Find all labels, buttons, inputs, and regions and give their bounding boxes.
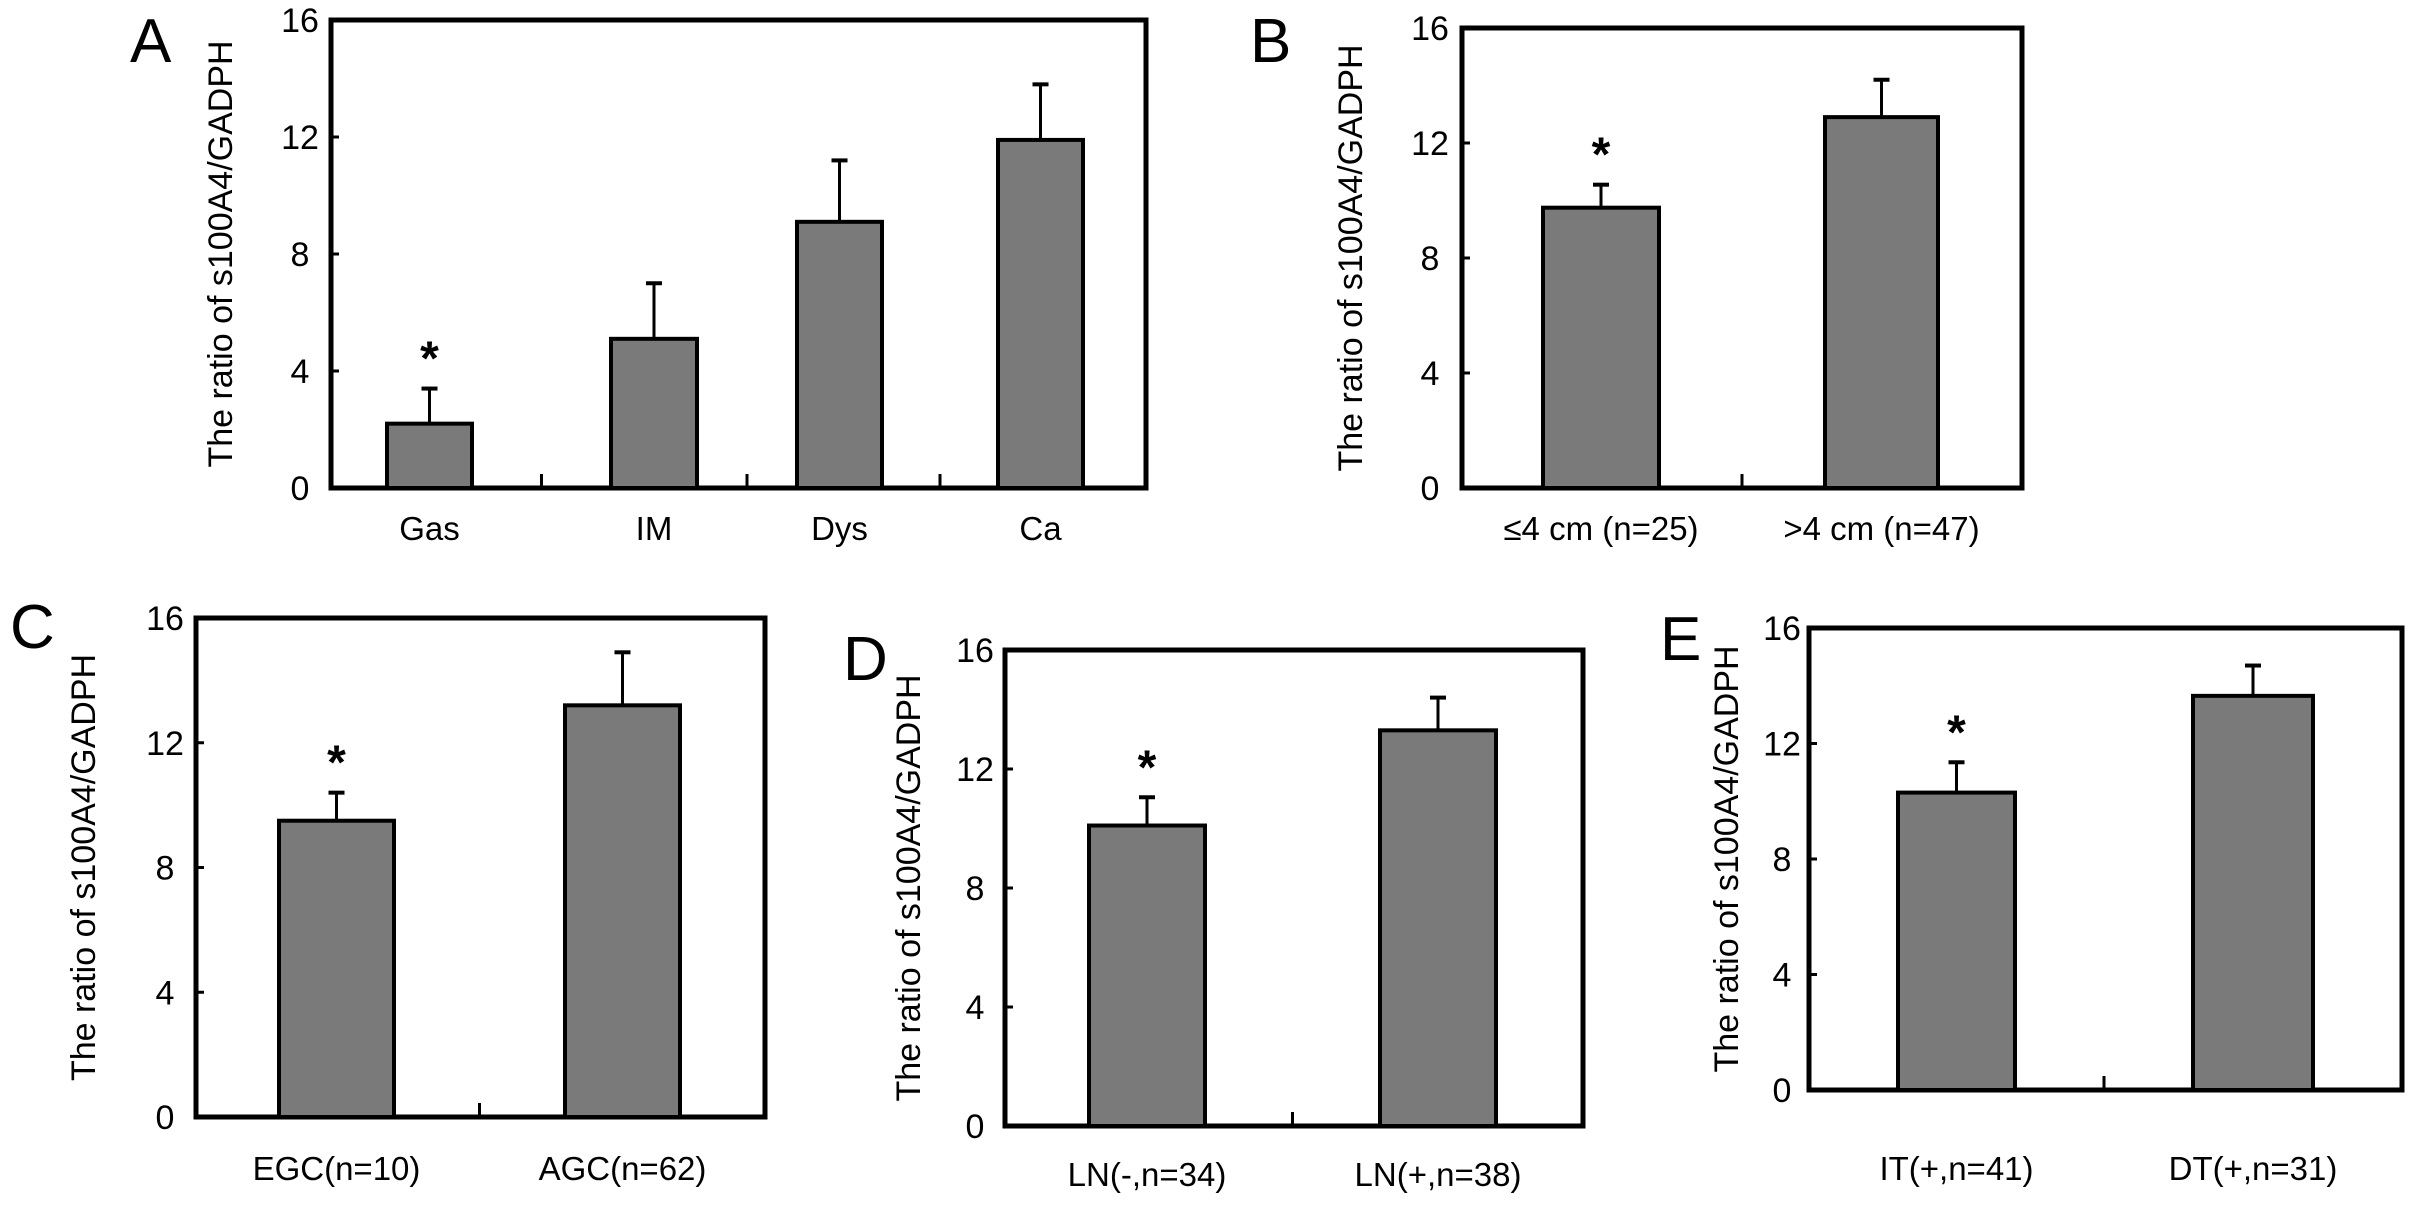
y-tick-label: 8 — [291, 236, 310, 274]
y-tick-label: 4 — [1773, 957, 1792, 995]
category-label: ≤4 cm (n=25) — [1503, 510, 1698, 547]
category-label: IM — [636, 510, 673, 547]
y-tick-label: 12 — [1763, 726, 1801, 764]
significance-marker: * — [1138, 741, 1157, 794]
y-axis-title: The ratio of s100A4/GADPH — [202, 40, 240, 467]
bar-1 — [1896, 790, 2017, 1093]
y-tick-label: 0 — [1421, 470, 1440, 508]
y-tick-label: 0 — [156, 1099, 175, 1137]
panel-a: A The ratio of s100A4/GADPH 0 4 8 12 16 Gas * IM D… — [130, 2, 1149, 547]
y-tick-label: 8 — [1773, 841, 1792, 879]
category-label: Dys — [811, 510, 868, 547]
bar-2 — [2191, 693, 2315, 1092]
category-label: IT(+,n=41) — [1879, 1150, 2033, 1187]
panel-letter: D — [843, 625, 888, 694]
panel-letter: C — [10, 593, 55, 662]
category-label: LN(+,n=38) — [1355, 1156, 1522, 1193]
bar-2 — [563, 703, 682, 1119]
y-tick-label: 4 — [966, 989, 985, 1027]
y-tick-label: 0 — [291, 470, 310, 508]
y-tick-label: 12 — [281, 119, 319, 157]
significance-marker: * — [1592, 129, 1611, 182]
y-tick-label: 0 — [1773, 1072, 1792, 1110]
significance-marker: * — [1947, 706, 1966, 759]
panel-letter: B — [1250, 7, 1291, 76]
y-axis-title: The ratio of s100A4/GADPH — [890, 674, 928, 1101]
bar-2 — [1823, 115, 1940, 490]
y-tick-label: 16 — [281, 2, 319, 40]
category-label: Gas — [399, 510, 460, 547]
y-tick-label: 8 — [966, 870, 985, 908]
significance-marker: * — [327, 737, 346, 790]
panel-b: B The ratio of s100A4/GADPH 0 4 8 12 16 ≤4 cm (… — [1250, 7, 2025, 547]
bar-2 — [609, 336, 699, 491]
y-tick-label: 16 — [146, 600, 184, 638]
y-tick-label: 4 — [156, 974, 175, 1012]
y-tick-label: 8 — [156, 850, 175, 888]
y-tick-label: 16 — [956, 632, 994, 670]
panel-letter: E — [1660, 605, 1701, 674]
category-label: DT(+,n=31) — [2169, 1150, 2338, 1187]
bar-1 — [385, 421, 474, 490]
bar-3 — [795, 219, 884, 490]
category-label: EGC(n=10) — [253, 1150, 421, 1187]
panel-letter: A — [130, 7, 172, 76]
category-label: >4 cm (n=47) — [1783, 510, 1979, 547]
y-tick-label: 16 — [1763, 610, 1801, 648]
y-tick-label: 16 — [1411, 10, 1449, 48]
category-label: Ca — [1019, 510, 1062, 547]
y-axis-title: The ratio of s100A4/GADPH — [1708, 645, 1746, 1072]
y-tick-label: 12 — [146, 725, 184, 763]
panel-c: C The ratio of s100A4/GADPH 0 4 8 12 16 EGC(n=1… — [10, 593, 768, 1187]
significance-marker: * — [420, 333, 439, 386]
y-axis-title: The ratio of s100A4/GADPH — [65, 654, 103, 1081]
category-label: LN(-,n=34) — [1068, 1156, 1227, 1193]
bar-1 — [277, 818, 396, 1119]
bar-2 — [1378, 728, 1498, 1128]
bar-1 — [1087, 823, 1207, 1129]
bar-4 — [996, 137, 1085, 491]
bar-1 — [1541, 205, 1661, 490]
y-axis-title: The ratio of s100A4/GADPH — [1332, 44, 1370, 471]
y-tick-label: 0 — [966, 1108, 985, 1146]
y-tick-label: 4 — [291, 353, 310, 391]
y-tick-label: 12 — [1411, 125, 1449, 163]
category-label: AGC(n=62) — [539, 1150, 707, 1187]
y-tick-label: 8 — [1421, 240, 1440, 278]
y-tick-label: 12 — [956, 751, 994, 789]
y-tick-label: 4 — [1421, 355, 1440, 393]
